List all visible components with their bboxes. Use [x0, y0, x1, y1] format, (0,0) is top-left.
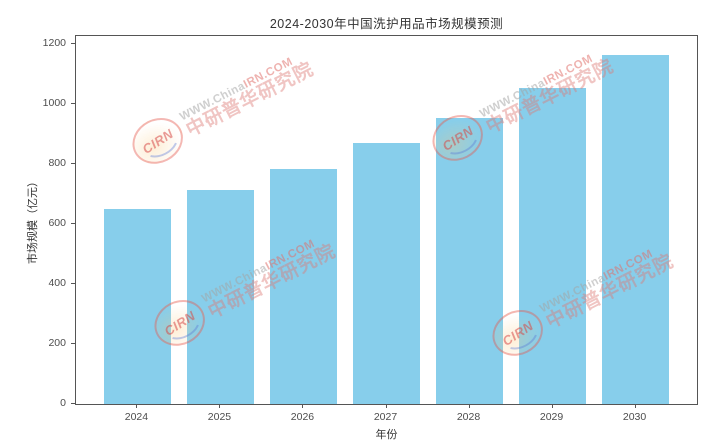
x-tick-label: 2024 [124, 411, 149, 423]
y-tick-mark [71, 223, 75, 225]
x-tick-label: 2026 [290, 411, 315, 423]
bar-2030 [602, 54, 669, 404]
bar-2024 [104, 209, 171, 404]
chart-title: 2024-2030年中国洗护用品市场规模预测 [269, 17, 504, 31]
y-tick-label: 600 [48, 217, 66, 230]
x-tick-label: 2025 [207, 411, 232, 423]
x-axis-label: 年份 [375, 429, 398, 441]
y-tick-label: 1000 [42, 97, 66, 110]
y-tick-label: 0 [60, 397, 66, 409]
x-tick-mark [302, 404, 304, 408]
y-tick-mark [71, 343, 75, 345]
bar-2028 [436, 117, 503, 404]
plot-area [75, 35, 698, 405]
bar-2027 [353, 143, 420, 404]
x-tick-mark [385, 404, 387, 408]
y-tick-label: 1200 [42, 37, 66, 50]
bar-2025 [187, 189, 254, 404]
y-tick-mark [71, 163, 75, 165]
x-tick-label: 2030 [622, 411, 647, 423]
x-tick-mark [634, 404, 636, 408]
x-tick-label: 2027 [373, 411, 398, 423]
y-tick-mark [71, 103, 75, 105]
y-tick-label: 400 [48, 277, 66, 290]
x-tick-mark [551, 404, 553, 408]
y-tick-mark [71, 283, 75, 285]
bar-2029 [519, 87, 586, 404]
y-tick-label: 800 [48, 157, 66, 170]
y-tick-mark [71, 403, 75, 404]
x-tick-mark [219, 404, 221, 408]
x-tick-mark [136, 404, 138, 408]
y-tick-mark [71, 43, 75, 45]
bar-2026 [270, 168, 337, 404]
x-tick-label: 2028 [456, 411, 481, 423]
x-tick-mark [468, 404, 470, 408]
y-tick-label: 200 [48, 337, 66, 350]
x-tick-label: 2029 [539, 411, 564, 423]
